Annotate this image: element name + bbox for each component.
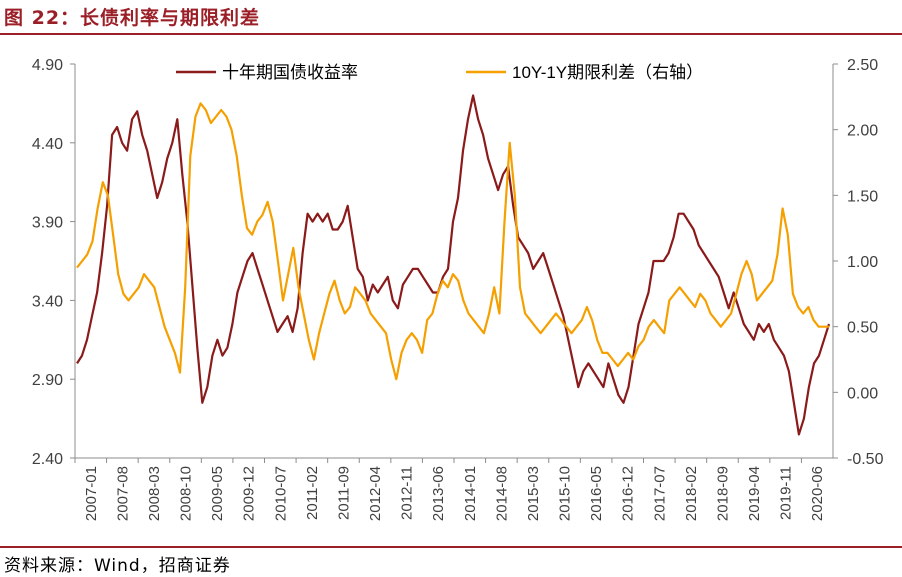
x-tick-label: 2015-10 bbox=[557, 466, 574, 521]
x-tick-label: 2008-10 bbox=[178, 466, 195, 521]
x-tick-label: 2009-12 bbox=[241, 466, 258, 521]
x-tick-label: 2012-04 bbox=[367, 466, 384, 521]
x-tick-label: 2017-07 bbox=[651, 466, 668, 521]
x-tick-label: 2012-11 bbox=[399, 466, 416, 520]
x-tick-label: 2011-02 bbox=[304, 466, 321, 520]
x-tick-label: 2014-08 bbox=[493, 466, 510, 521]
right-tick-label: 0.00 bbox=[847, 385, 878, 402]
right-tick-label: 2.00 bbox=[847, 123, 878, 140]
left-tick-label: 3.40 bbox=[32, 293, 63, 310]
right-tick-label: 2.50 bbox=[847, 57, 878, 74]
right-tick-label: 0.50 bbox=[847, 320, 878, 337]
yield-series-line bbox=[76, 94, 831, 436]
title-rule bbox=[0, 33, 902, 35]
legend-label-yield: 十年期国债收益率 bbox=[222, 63, 358, 82]
left-tick-label: 4.90 bbox=[32, 57, 63, 74]
x-tick-label: 2013-06 bbox=[430, 466, 447, 521]
x-tick-label: 2018-02 bbox=[683, 466, 700, 521]
x-tick-label: 2016-05 bbox=[588, 466, 605, 521]
source-note: 资料来源：Wind，招商证券 bbox=[4, 556, 231, 576]
x-tick-label: 2007-08 bbox=[114, 466, 131, 521]
x-tick-label: 2011-09 bbox=[335, 466, 352, 520]
x-tick-label: 2019-11 bbox=[778, 466, 795, 520]
left-tick-label: 2.40 bbox=[32, 451, 63, 468]
right-tick-label: 1.50 bbox=[847, 188, 878, 205]
x-tick-label: 2016-12 bbox=[620, 466, 637, 521]
legend-label-spread: 10Y-1Y期限利差（右轴） bbox=[512, 63, 703, 82]
x-tick-label: 2007-01 bbox=[83, 466, 100, 521]
right-tick-label: 1.00 bbox=[847, 254, 878, 271]
left-tick-label: 2.90 bbox=[32, 372, 63, 389]
x-tick-label: 2014-01 bbox=[462, 466, 479, 521]
x-tick-label: 2018-09 bbox=[714, 466, 731, 521]
x-tick-label: 2015-03 bbox=[525, 466, 542, 521]
left-tick-label: 3.90 bbox=[32, 215, 63, 232]
x-tick-label: 2009-05 bbox=[209, 466, 226, 521]
figure-title: 图 22：长债利率与期限利差 bbox=[4, 7, 261, 29]
right-tick-label: -0.50 bbox=[847, 451, 884, 468]
spread-series-line bbox=[76, 102, 829, 381]
x-tick-label: 2010-07 bbox=[272, 466, 289, 521]
title-bar: 图 22：长债利率与期限利差 bbox=[0, 0, 902, 34]
source-rule bbox=[0, 546, 902, 548]
left-tick-label: 4.40 bbox=[32, 136, 63, 153]
x-tick-label: 2020-06 bbox=[809, 466, 826, 521]
x-tick-label: 2008-03 bbox=[146, 466, 163, 521]
x-tick-label: 2019-04 bbox=[746, 466, 763, 521]
